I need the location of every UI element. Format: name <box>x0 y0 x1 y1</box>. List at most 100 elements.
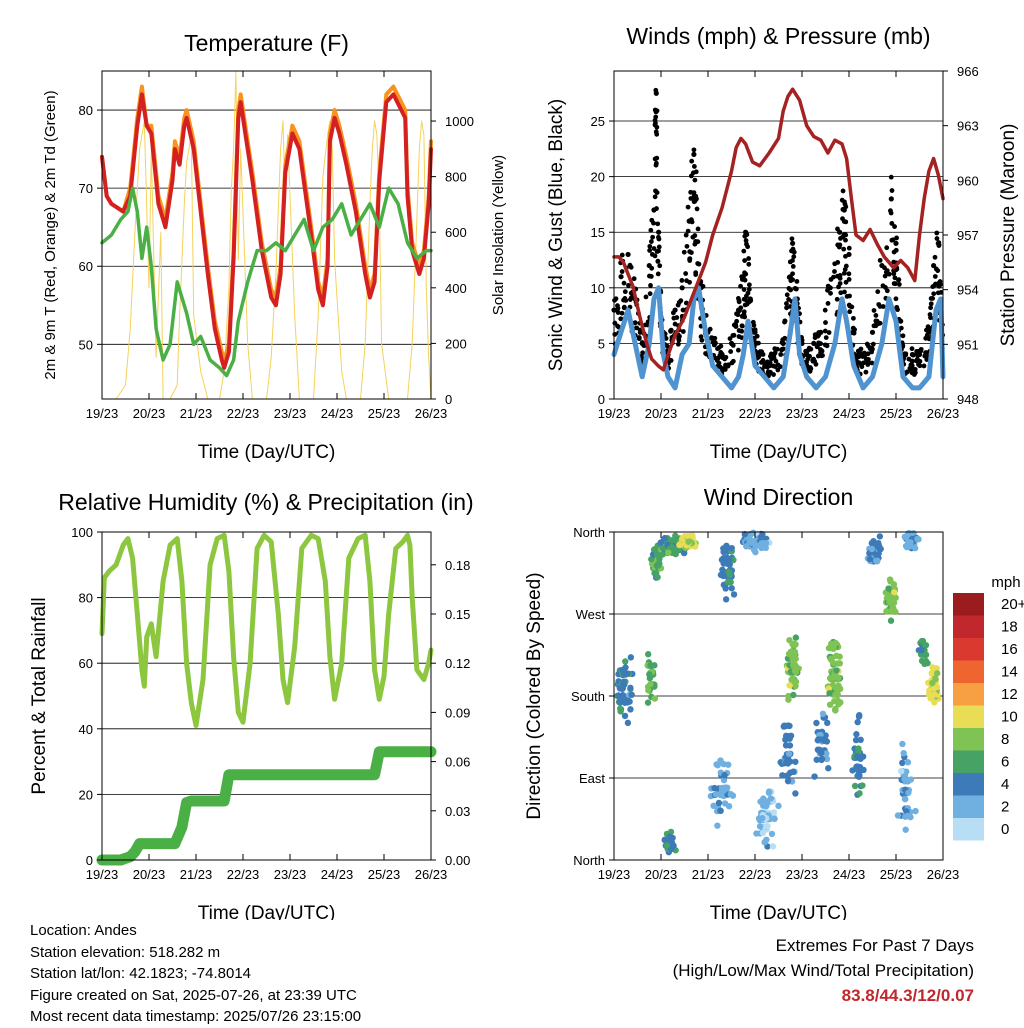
gust-point <box>928 301 934 307</box>
direction-point <box>719 566 726 573</box>
gust-point <box>902 351 909 358</box>
direction-point <box>725 803 733 810</box>
direction-point <box>929 664 936 671</box>
x-tick-label: 25/23 <box>880 406 913 421</box>
direction-point <box>834 697 842 705</box>
gust-point <box>643 294 649 300</box>
direction-point <box>930 685 938 692</box>
gust-point <box>842 201 848 207</box>
gust-point <box>931 262 937 269</box>
y-tick-label: 80 <box>79 591 93 606</box>
gust-point <box>767 360 773 365</box>
x-tick-label: 19/23 <box>598 867 631 882</box>
y2-tick-label: 0.00 <box>445 853 470 868</box>
speed-legend: mph 20+ 18 16 14 12 10 8 6 4 2 0 <box>953 574 1024 841</box>
gust-point <box>746 286 752 292</box>
gust-point <box>744 301 750 307</box>
direction-point <box>726 556 733 563</box>
direction-point <box>902 813 909 820</box>
gust-point <box>819 348 825 354</box>
gust-point <box>930 295 936 301</box>
direction-point <box>645 651 652 658</box>
gust-point <box>679 285 685 291</box>
gust-point <box>625 251 631 258</box>
gust-point <box>846 277 852 282</box>
gust-point <box>869 349 875 355</box>
direction-point <box>856 790 863 797</box>
panel-direction: mph 20+ 18 16 14 12 10 8 6 4 2 0 19/23 20/23 21/23 22/2… <box>524 484 1024 920</box>
station-info: Location: Andes Station elevation: 518.2… <box>30 920 361 1028</box>
gust-point <box>677 333 682 339</box>
panel-winds: 19/23 20/23 21/23 22/23 23/23 24/23 25/23 26/23… <box>546 23 1019 463</box>
x-tick-label: 20/23 <box>133 406 166 421</box>
direction-point <box>851 782 859 790</box>
gust-point <box>869 329 876 335</box>
direction-point <box>786 682 793 689</box>
gust-point <box>908 362 914 368</box>
series-line-s0 <box>101 70 432 400</box>
extremes-title: Extremes For Past 7 Days <box>775 936 974 955</box>
y-tick-label: 40 <box>79 722 93 737</box>
y2-tick-label: 1000 <box>445 114 474 129</box>
direction-point <box>813 756 820 763</box>
gust-point <box>883 285 888 290</box>
gust-point <box>771 351 777 358</box>
direction-point <box>661 836 668 844</box>
direction-point <box>710 802 717 810</box>
gust-point <box>851 329 857 335</box>
direction-point <box>792 758 799 765</box>
direction-point <box>667 828 675 836</box>
direction-points <box>614 529 942 856</box>
gust-point <box>873 313 879 318</box>
direction-point <box>899 759 906 767</box>
gust-point <box>822 342 828 348</box>
gust-point <box>731 322 737 328</box>
y-tick-label: 15 <box>591 225 605 240</box>
direction-point <box>717 807 724 814</box>
gust-point <box>818 329 824 335</box>
legend-label: 6 <box>1001 754 1009 771</box>
direction-point <box>644 699 652 706</box>
gust-point <box>828 290 833 296</box>
y-axis-label: Direction (Colored By Speed) <box>524 572 545 819</box>
direction-point <box>791 661 799 669</box>
direction-point <box>876 533 884 540</box>
gust-point <box>683 271 689 276</box>
direction-point <box>684 533 691 540</box>
gust-point <box>834 296 840 302</box>
direction-point <box>722 585 729 592</box>
gust-point <box>782 318 788 324</box>
legend-label: 8 <box>1001 731 1009 748</box>
direction-point <box>767 795 775 802</box>
gust-point <box>775 367 781 373</box>
direction-point <box>672 546 680 553</box>
gust-point <box>838 290 844 296</box>
direction-point <box>728 544 735 552</box>
gust-point <box>871 308 877 313</box>
direction-point <box>885 585 892 592</box>
direction-point <box>651 695 659 702</box>
legend-label: 2 <box>1001 799 1009 816</box>
gust-point <box>636 335 642 340</box>
direction-point <box>918 657 926 665</box>
direction-point <box>647 662 654 669</box>
timestamp-text: Most recent data timestamp: 2025/07/26 2… <box>30 1008 362 1025</box>
direction-point <box>646 675 654 682</box>
direction-point <box>830 644 837 651</box>
gust-point <box>680 329 686 334</box>
direction-point <box>790 691 797 699</box>
gust-point <box>835 260 841 265</box>
direction-point <box>720 776 728 784</box>
gust-point <box>936 283 942 289</box>
legend-swatch <box>953 773 984 796</box>
x-tick-label: 20/23 <box>645 867 678 882</box>
gust-point <box>745 290 751 296</box>
gust-point <box>619 310 625 316</box>
x-axis-label: Time (Day/UTC) <box>198 903 336 920</box>
gust-point <box>619 252 625 258</box>
direction-point <box>648 556 655 563</box>
gust-point <box>909 358 915 364</box>
gust-point <box>654 108 660 114</box>
y-tick-label: 10 <box>591 281 605 296</box>
gust-point <box>778 352 784 357</box>
